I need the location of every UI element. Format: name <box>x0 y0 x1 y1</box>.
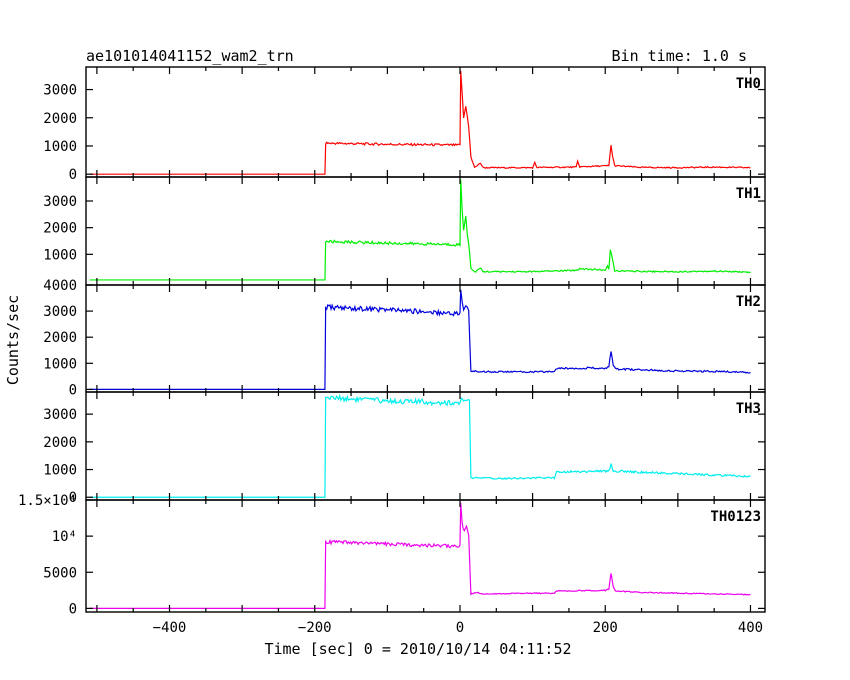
y-tick-label: 2000 <box>43 330 77 346</box>
series-line-th2 <box>89 289 751 390</box>
x-tick-label: −400 <box>153 620 187 636</box>
panel-th1: 1000 2000 3000 TH1 <box>43 176 766 286</box>
series-line-th3 <box>89 393 751 498</box>
y-tick-label: 0 <box>69 490 77 506</box>
y-tick-label: 1000 <box>43 247 77 263</box>
y-tick-label: 10⁴ <box>52 529 77 545</box>
y-tick-label: 2000 <box>43 221 77 237</box>
series-line-th0123 <box>89 502 751 609</box>
panel-name-label: TH0 <box>736 76 761 92</box>
x-tick-label: −200 <box>298 620 332 636</box>
y-tick-label: 3000 <box>43 83 77 99</box>
y-tick-label: 0 <box>69 167 77 183</box>
panel-th2: 0 1000 2000 3000 4000 TH2 <box>43 278 766 398</box>
y-tick-label: 3000 <box>43 407 77 423</box>
panel-name-label: TH3 <box>736 401 761 417</box>
bin-time-label: Bin time: 1.0 s <box>612 47 747 65</box>
panel-name-label: TH0123 <box>710 509 761 525</box>
x-tick-label: 400 <box>738 620 763 636</box>
x-axis-label: Time [sec] 0 = 2010/10/14 04:11:52 <box>264 640 571 658</box>
y-tick-label: 2000 <box>43 435 77 451</box>
x-tick-labels: −400 −200 0 200 400 <box>153 620 763 636</box>
panel-th0: 0 1000 2000 3000 TH0 <box>43 66 766 183</box>
y-tick-label: 1000 <box>43 139 77 155</box>
panel-frame <box>85 499 766 613</box>
panel-th3: 0 1000 2000 3000 TH3 <box>43 391 766 506</box>
panels: 0 1000 2000 3000 TH0 1000 2000 3000 TH1 0 1000 2000… <box>18 66 766 617</box>
y-tick-label: 3000 <box>43 194 77 210</box>
panel-frame <box>85 66 766 178</box>
y-axis-label: Counts/sec <box>4 295 22 385</box>
panel-name-label: TH1 <box>736 186 761 202</box>
chart-title: ae101014041152_wam2_trn <box>86 47 294 65</box>
panel-name-label: TH2 <box>736 294 761 310</box>
panel-frame <box>85 391 766 501</box>
y-tick-label: 1000 <box>43 463 77 479</box>
x-tick-label: 0 <box>456 620 464 636</box>
panel-frame <box>85 284 766 393</box>
y-tick-label: 2000 <box>43 111 77 127</box>
y-tick-label: 4000 <box>43 278 77 294</box>
panel-th0123: 0 5000 10⁴ 1.5×10⁴ TH0123 <box>18 493 766 617</box>
y-tick-label: 1.5×10⁴ <box>18 493 77 509</box>
series-line-th1 <box>89 179 751 281</box>
panel-frame <box>85 176 766 286</box>
y-tick-label: 1000 <box>43 356 77 372</box>
series-line-th0 <box>89 70 751 175</box>
y-tick-label: 5000 <box>43 565 77 581</box>
y-tick-label: 0 <box>69 601 77 617</box>
y-tick-label: 0 <box>69 382 77 398</box>
x-tick-label: 200 <box>593 620 618 636</box>
y-tick-label: 3000 <box>43 304 77 320</box>
